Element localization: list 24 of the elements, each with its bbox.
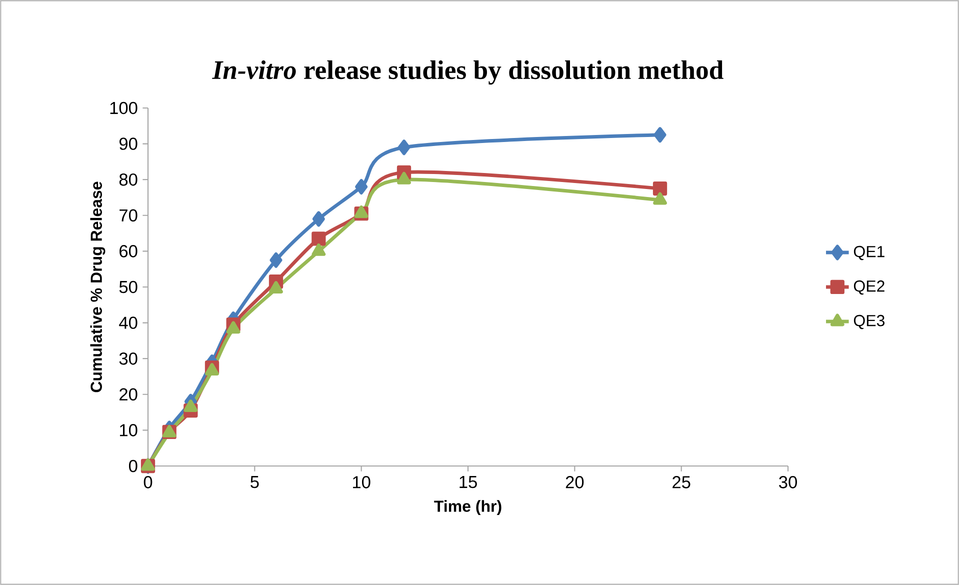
y-tick-label: 100 [110, 102, 138, 114]
y-tick-label: 50 [119, 280, 138, 294]
y-tick-label: 60 [120, 245, 138, 258]
y-tick-label: 70 [120, 209, 138, 222]
legend-label: QE2 [854, 280, 884, 295]
y-tick-label: 10 [120, 424, 138, 436]
y-tick-label: 20 [120, 388, 138, 401]
x-tick-label: 20 [566, 476, 584, 488]
y-tick-label: 30 [119, 352, 138, 365]
y-tick-label: 0 [128, 460, 138, 472]
x-tick-label: 15 [460, 476, 477, 488]
y-axis-title: Cumulative % Drug Release [90, 182, 106, 392]
x-axis-title: Time (hr) [434, 500, 502, 516]
x-tick-label: 10 [353, 476, 370, 488]
y-tick-label: 90 [119, 138, 138, 150]
x-tick-label: 30 [779, 476, 797, 488]
x-tick-label: 0 [144, 476, 152, 488]
chart-title: In-vitro release studies by dissolution method [212, 60, 724, 85]
y-tick-label: 40 [119, 316, 138, 329]
x-tick-label: 25 [672, 476, 690, 488]
legend-label: QE3 [854, 314, 884, 330]
y-tick-label: 80 [119, 173, 138, 186]
x-tick-label: 5 [250, 476, 259, 488]
legend-label: QE1 [854, 246, 884, 260]
